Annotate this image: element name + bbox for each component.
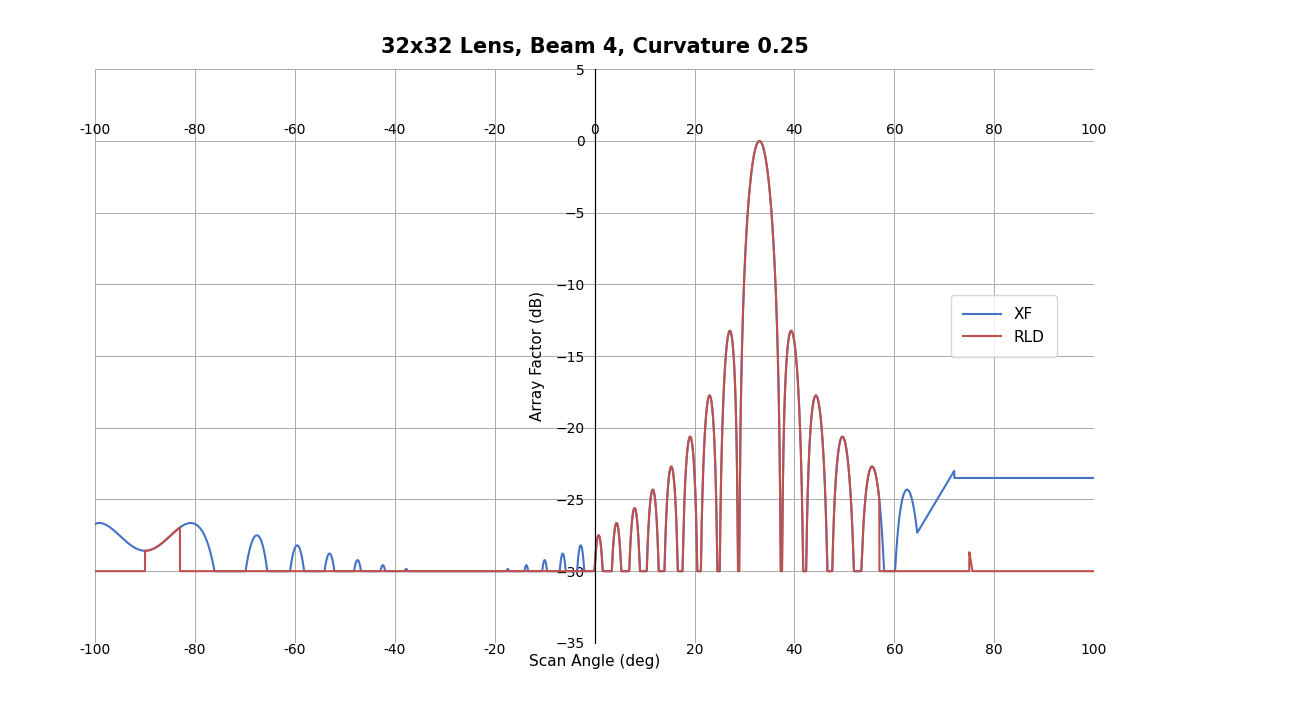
Text: 80: 80 [986, 643, 1004, 657]
Text: -80: -80 [183, 122, 206, 137]
XF [679, 458, 694, 467]
Title: 32x32 Lens, Beam 4, Curvature 0.25: 32x32 Lens, Beam 4, Curvature 0.25 [381, 37, 809, 57]
RLD [828, 474, 844, 483]
Line: XF: XF [95, 141, 1094, 571]
Text: -100: -100 [80, 122, 111, 137]
RLD [449, 567, 464, 575]
X-axis label: Scan Angle (deg): Scan Angle (deg) [529, 654, 660, 669]
XF [752, 137, 768, 145]
Text: -80: -80 [183, 643, 206, 657]
Text: -60: -60 [284, 122, 306, 137]
Y-axis label: Array Factor (dB): Array Factor (dB) [529, 291, 544, 421]
Text: 80: 80 [986, 122, 1004, 137]
RLD [1086, 567, 1102, 575]
XF [1086, 474, 1102, 482]
RLD [722, 326, 738, 335]
XF [722, 326, 738, 335]
Text: 40: 40 [786, 643, 804, 657]
RLD [679, 460, 694, 469]
Text: 60: 60 [885, 643, 903, 657]
Text: 20: 20 [686, 122, 703, 137]
Text: 100: 100 [1081, 643, 1107, 657]
XF [138, 546, 154, 555]
Text: 40: 40 [786, 122, 804, 137]
Text: -20: -20 [484, 643, 506, 657]
Text: 20: 20 [686, 643, 703, 657]
XF [206, 567, 222, 575]
Text: -100: -100 [80, 643, 111, 657]
Text: -20: -20 [484, 122, 506, 137]
XF [88, 520, 103, 528]
Text: 100: 100 [1081, 122, 1107, 137]
Text: 60: 60 [885, 122, 903, 137]
Text: -40: -40 [383, 122, 406, 137]
XF [449, 567, 464, 575]
Text: -40: -40 [383, 643, 406, 657]
Line: RLD: RLD [95, 141, 1094, 571]
RLD [881, 567, 897, 575]
XF [828, 472, 844, 481]
Text: 0: 0 [591, 122, 599, 137]
RLD [138, 546, 154, 555]
Legend: XF, RLD: XF, RLD [951, 295, 1057, 357]
Text: -60: -60 [284, 643, 306, 657]
RLD [752, 137, 768, 145]
RLD [88, 567, 103, 575]
XF [881, 567, 897, 575]
